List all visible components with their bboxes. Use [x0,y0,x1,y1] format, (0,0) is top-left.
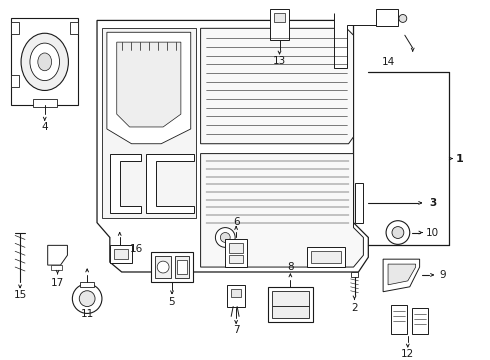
Bar [229,243,243,253]
Circle shape [216,228,235,247]
Polygon shape [117,42,181,127]
Bar [80,282,94,287]
Polygon shape [110,154,142,213]
Polygon shape [97,21,368,272]
Text: 15: 15 [13,290,26,300]
Circle shape [386,221,410,244]
Bar [270,9,290,40]
Polygon shape [334,13,383,68]
Polygon shape [102,28,196,218]
Bar [114,249,127,259]
Bar [151,252,193,282]
Text: 14: 14 [381,57,394,67]
Circle shape [220,233,230,242]
Bar [268,287,313,322]
Text: 9: 9 [439,270,445,280]
Bar [227,285,245,306]
Text: 8: 8 [287,262,294,272]
Text: 7: 7 [233,325,240,335]
Bar [350,272,359,277]
Text: 13: 13 [273,56,286,66]
Text: 17: 17 [51,278,64,288]
Bar [273,13,286,22]
Bar [110,246,131,263]
Bar [307,247,344,267]
Bar [71,22,78,34]
Bar [231,289,241,297]
Bar [11,18,78,105]
Bar [155,256,171,278]
Text: 5: 5 [169,297,175,307]
Polygon shape [107,32,191,144]
Circle shape [157,261,169,273]
Polygon shape [200,28,353,144]
Bar [175,256,189,278]
Circle shape [392,226,404,238]
Polygon shape [354,183,364,223]
Circle shape [399,14,407,22]
Circle shape [79,291,95,306]
Bar [412,309,427,334]
Text: 1: 1 [455,153,463,163]
Polygon shape [147,154,194,213]
Bar [50,265,63,270]
Text: 11: 11 [80,309,94,319]
Bar [225,239,247,267]
Bar [311,251,341,263]
Bar [229,255,243,263]
Bar [33,99,56,107]
Text: 12: 12 [401,349,415,359]
Text: 2: 2 [351,303,358,314]
Polygon shape [200,154,364,267]
Text: 6: 6 [233,217,240,227]
Bar [376,9,398,26]
Bar [177,260,187,274]
Ellipse shape [30,43,59,81]
Text: 16: 16 [130,244,143,254]
Bar [271,291,309,306]
Polygon shape [388,264,416,285]
Ellipse shape [38,53,51,71]
Bar [11,22,19,34]
Polygon shape [48,246,68,265]
Bar [271,306,309,318]
Text: 4: 4 [42,122,48,132]
Text: 3: 3 [429,198,436,208]
Text: 10: 10 [426,228,439,238]
Ellipse shape [21,33,69,90]
Circle shape [73,284,102,314]
Polygon shape [383,259,419,292]
Bar [391,305,407,334]
Bar [11,75,19,86]
